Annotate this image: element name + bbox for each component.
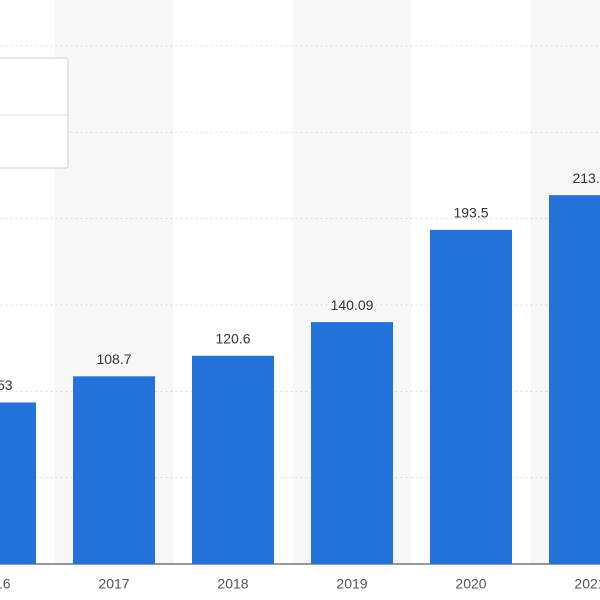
x-tick-label: 2019 [336,576,367,592]
x-tick-label: 2020 [455,576,486,592]
value-label: 213.6 [572,170,600,186]
x-tick-label: 2016 [0,576,11,592]
bar [311,322,393,564]
bar [0,402,36,564]
value-label: 108.7 [96,351,131,367]
legend-box [0,57,69,169]
value-label: 140.09 [331,297,374,313]
value-label: 193.5 [453,205,488,221]
bars: 2016 93.53 2017 108.7 2018 120.6 2019 140.09 202… [0,170,600,592]
x-tick-label: 2017 [98,576,129,592]
bar [192,355,274,564]
value-label: 93.53 [0,377,13,393]
bar [549,195,600,564]
value-label: 120.6 [215,330,250,346]
x-tick-label: 2018 [217,576,248,592]
x-tick-label: 2021 [574,576,600,592]
bar [73,376,155,564]
bar [430,229,512,564]
